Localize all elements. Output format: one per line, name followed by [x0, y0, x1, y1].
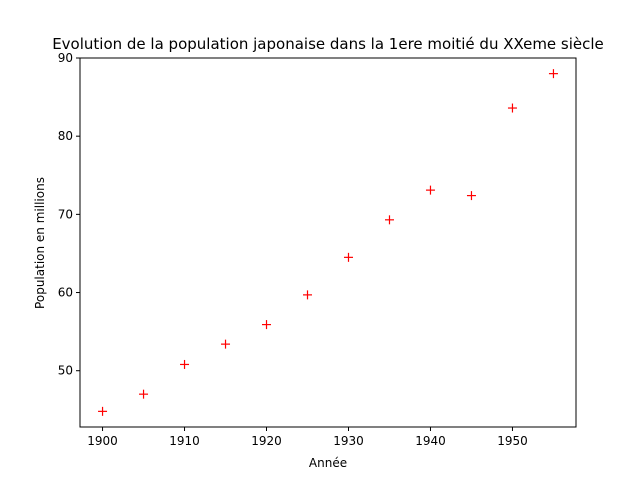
- data-point: [221, 339, 231, 349]
- x-axis-ticks: 1900 1910 1920 1930 1940 1950: [87, 427, 528, 448]
- data-point: [98, 406, 108, 416]
- x-tick-label: 1910: [169, 434, 200, 448]
- chart-title: Evolution de la population japonaise dan…: [52, 35, 604, 53]
- y-tick-label: 70: [58, 207, 73, 221]
- x-tick-label: 1950: [497, 434, 528, 448]
- data-point: [139, 389, 149, 399]
- data-point: [425, 185, 435, 195]
- data-point: [343, 252, 353, 262]
- data-point: [303, 290, 313, 300]
- data-points: [98, 69, 558, 416]
- y-tick-label: 50: [58, 364, 73, 378]
- data-point: [548, 69, 558, 79]
- y-tick-label: 60: [58, 286, 73, 300]
- x-tick-label: 1930: [333, 434, 364, 448]
- data-point: [180, 359, 190, 369]
- x-axis-label: Année: [309, 456, 347, 470]
- x-tick-label: 1900: [87, 434, 118, 448]
- y-axis-ticks: 50 60 70 80 90: [58, 51, 80, 378]
- x-tick-label: 1920: [251, 434, 282, 448]
- x-tick-label: 1940: [415, 434, 446, 448]
- y-tick-label: 80: [58, 129, 73, 143]
- plot-frame: [79, 57, 577, 428]
- y-axis-label: Population en millions: [33, 177, 47, 309]
- data-point: [262, 320, 272, 330]
- data-point: [466, 191, 476, 201]
- data-point: [384, 215, 394, 225]
- y-tick-label: 90: [58, 51, 73, 65]
- data-point: [507, 103, 517, 113]
